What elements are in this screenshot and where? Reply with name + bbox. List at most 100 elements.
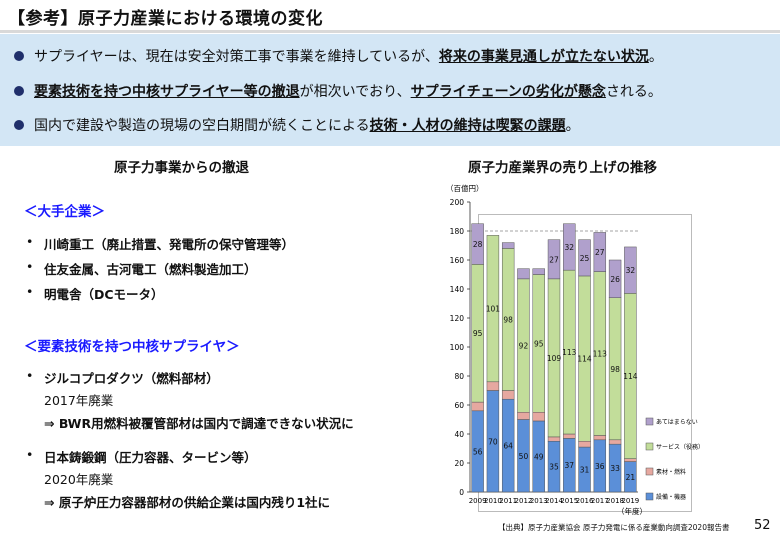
sales-chart: （百億円） 0 20 40 60 80 100 120 140 160 180 200 56 95 28 20… [446,183,700,516]
y-tick-label: 20 [454,459,464,468]
data-label: 114 [623,372,638,381]
bar-segment [471,223,484,265]
data-label: 95 [473,329,483,338]
bar-segment [532,412,545,422]
summary-item-2: 要素技術を持つ中核サプライヤー等の撤退が相次いでおり、サプライチェーンの劣化が懸… [14,82,662,102]
bar-segment [486,381,500,391]
bar-segment [532,268,545,275]
y-tick-label: 180 [450,227,465,236]
data-label: 109 [547,354,562,363]
data-label: 50 [519,452,529,461]
bar-segment [624,246,637,294]
summary-item-3: 国内で建設や製造の現場の空白期間が続くことによる技術・人材の維持は喫緊の課題。 [14,116,580,136]
x-tick-label: 2015 [560,497,578,505]
bullet-dot-icon [14,120,24,130]
bar-segment [547,239,561,280]
category-major: ＜大手企業＞ [24,204,105,220]
x-tick-label: 2018 [606,497,624,505]
bar-segment [471,401,484,412]
y-tick-label: 80 [454,372,464,381]
x-axis-label: （年度） [617,506,647,516]
bar-segment [578,239,591,277]
category-core-supplier: ＜要素技術を持つ中核サプライヤ＞ [24,339,240,355]
data-label: 49 [534,452,544,461]
y-tick-label: 140 [450,285,465,294]
data-label: 37 [564,461,574,470]
bar-segment [501,390,515,400]
left-heading: 原子力事業からの撤退 [114,160,249,176]
x-tick-label: 2012 [515,497,533,505]
x-tick-label: 2010 [484,497,502,505]
x-tick-label: 2019 [621,497,639,505]
bar-segment [593,435,607,441]
company-item-3: 明電舎（DCモータ） [26,284,163,303]
data-label: 26 [610,275,620,284]
summary-item-1: サプライヤーは、現在は安全対策工事で事業を維持しているが、将来の事業見通しが立た… [14,47,663,67]
title-rule [0,30,780,33]
impact-note-2: ⇒ 原子炉圧力容器部材の供給企業は国内残り1社に [44,495,331,510]
legend-label: 素材・燃料 [656,468,686,476]
data-label: 95 [534,339,544,348]
data-label: 113 [562,348,577,357]
bar-segment [517,412,530,420]
data-label: 113 [593,350,608,359]
data-label: 92 [519,342,529,351]
bullet-dot-icon [14,86,24,96]
impact-note-1: ⇒ BWR用燃料被覆管部材は国内で調達できない状況に [44,416,354,431]
bar-segment [593,232,607,272]
data-label: 64 [503,442,513,451]
bar-segment [563,223,576,271]
company-item-1: 川崎重工（廃止措置、発電所の保守管理等） [26,234,294,253]
bar-segment [486,235,500,383]
y-tick-label: 40 [454,430,464,439]
bullet-dot-icon [14,51,24,61]
data-label: 25 [580,254,590,263]
x-tick-label: 2016 [576,497,594,505]
x-tick-label: 2014 [545,497,563,505]
data-label: 56 [473,447,483,456]
data-label: 114 [577,355,592,364]
y-tick-label: 160 [450,256,465,265]
bar-segment [578,441,591,448]
x-tick-label: 2009 [469,497,487,505]
data-label: 70 [488,437,498,446]
data-label: 27 [595,248,605,257]
legend-swatch [645,467,654,476]
legend-swatch [645,492,654,501]
data-label: 32 [564,243,574,252]
data-label: 35 [549,463,559,472]
closure-year-2: 2020年廃業 [44,472,114,487]
y-tick-label: 120 [450,314,465,323]
data-label: 36 [595,462,605,471]
bar-segment [501,242,515,249]
data-label: 98 [503,315,513,324]
data-label: 21 [626,473,636,482]
x-tick-label: 2011 [499,497,517,505]
company-item-2: 住友金属、古河電工（燃料製造加工） [26,259,256,278]
data-label: 28 [473,240,483,249]
bar-segment [563,433,576,439]
data-label: 101 [486,305,501,314]
closure-year-1: 2017年廃業 [44,393,114,408]
bar-segment [547,436,561,442]
company-item-zirco: ジルコプロダクツ（燃料部材） [26,368,219,387]
data-label: 31 [580,466,590,475]
y-tick-label: 0 [459,488,464,497]
bar-segment [608,439,622,445]
source-citation: 【出典】原子力産業協会 原子力発電に係る産業動向調査2020報告書 [498,523,730,532]
y-tick-label: 60 [454,401,464,410]
x-tick-label: 2017 [591,497,609,505]
data-label: 33 [610,464,620,473]
legend-label: サービス（役務） [656,443,700,451]
legend-label: 設備・機器 [656,493,686,501]
x-tick-label: 2013 [530,497,548,505]
company-item-jcfc: 日本鋳鍛鋼（圧力容器、タービン等） [26,447,256,466]
y-tick-label: 200 [450,198,465,207]
data-label: 32 [626,266,636,275]
y-tick-label: 100 [450,343,465,352]
bar-segment [624,458,637,462]
chart-heading: 原子力産業界の売り上げの推移 [468,160,657,176]
legend-swatch [645,442,654,451]
slide-title: 【参考】原子力産業における環境の変化 [8,9,323,29]
bar-segment [517,268,530,280]
